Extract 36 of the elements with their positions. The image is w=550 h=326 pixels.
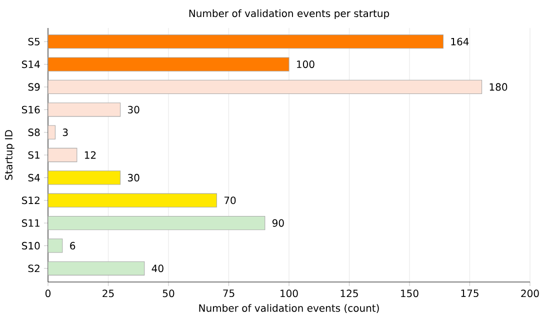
x-tick-label: 50 — [162, 290, 174, 298]
x-tick-label: 175 — [461, 290, 478, 298]
x-axis-title: Number of validation events (count) — [199, 304, 379, 314]
y-tick-label: S8 — [28, 128, 40, 136]
bar — [48, 80, 482, 94]
data-label: 30 — [128, 106, 140, 114]
data-label: 6 — [70, 242, 76, 250]
y-tick-label: S14 — [22, 60, 40, 68]
data-label: 90 — [272, 219, 284, 227]
y-tick-label: S12 — [22, 196, 40, 204]
y-tick-label: S4 — [28, 174, 40, 182]
y-tick-label: S16 — [22, 106, 40, 114]
bar — [48, 238, 63, 253]
y-tick-label: S10 — [22, 242, 40, 250]
y-axis-title: Startup ID — [4, 130, 14, 180]
x-tick-label: 125 — [340, 290, 358, 298]
y-tick-label: S11 — [22, 219, 40, 227]
data-label: 12 — [84, 151, 96, 159]
x-tick-label: 200 — [521, 290, 539, 298]
x-tick-label: 150 — [401, 290, 418, 298]
x-tick-label: 0 — [45, 290, 51, 298]
x-tick-label: 75 — [223, 290, 234, 298]
chart-title: Number of validation events per startup — [189, 9, 390, 20]
x-tick-label: 100 — [280, 290, 298, 298]
y-tick-label: S1 — [28, 151, 40, 159]
data-label: 180 — [490, 83, 508, 91]
data-label: 3 — [62, 128, 68, 136]
y-tick-label: S9 — [28, 83, 40, 91]
x-tick-label: 25 — [102, 290, 114, 298]
data-label: 70 — [224, 196, 236, 204]
y-tick-label: S2 — [28, 264, 40, 272]
data-label: 164 — [451, 38, 469, 46]
data-label: 40 — [152, 264, 164, 272]
data-label: 30 — [128, 174, 140, 182]
y-tick-label: S5 — [28, 38, 40, 46]
data-label: 100 — [297, 60, 314, 68]
